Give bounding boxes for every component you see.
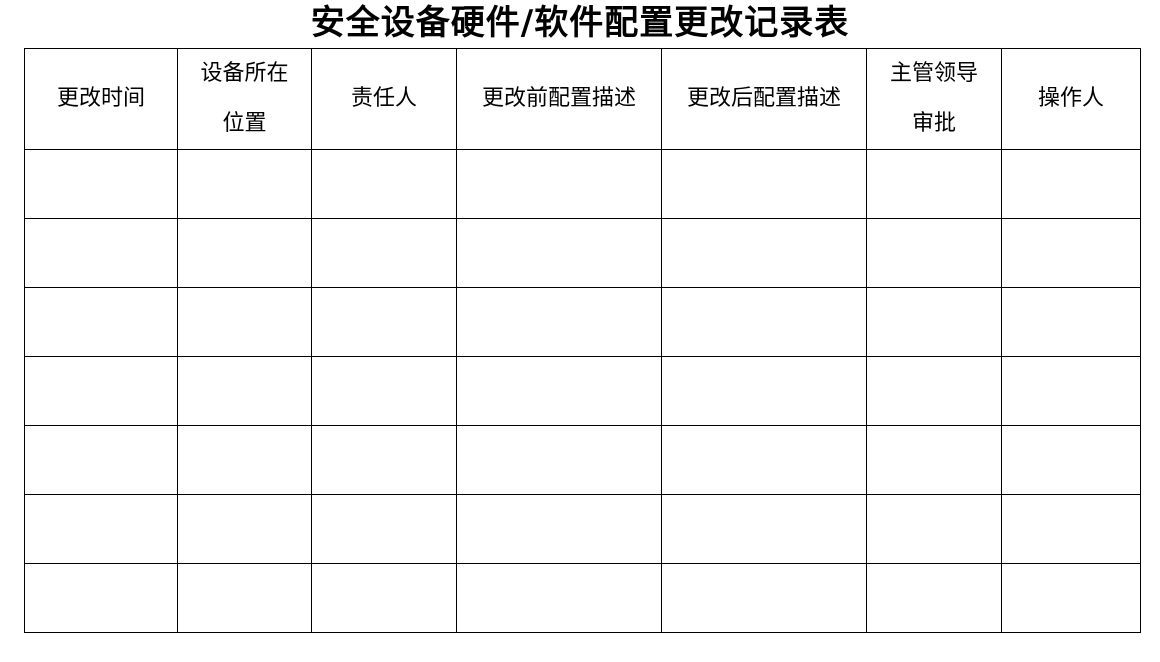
cell-operator[interactable] xyxy=(1001,287,1141,357)
cell-responsible-person[interactable] xyxy=(311,563,457,633)
header-text: 位置 xyxy=(222,111,267,136)
cell-supervisor-approval[interactable] xyxy=(866,425,1002,495)
cell-supervisor-approval[interactable] xyxy=(866,356,1002,426)
header-supervisor-approval: 主管领导 审批 xyxy=(866,48,1002,150)
cell-responsible-person[interactable] xyxy=(311,356,457,426)
cell-device-location[interactable] xyxy=(177,494,312,564)
table-row xyxy=(24,287,1141,357)
table-row xyxy=(24,563,1141,633)
cell-operator[interactable] xyxy=(1001,425,1141,495)
header-text: 操作人 xyxy=(1037,86,1104,111)
header-text: 责任人 xyxy=(350,86,417,111)
cell-config-before[interactable] xyxy=(456,149,662,219)
cell-device-location[interactable] xyxy=(177,563,312,633)
cell-operator[interactable] xyxy=(1001,356,1141,426)
table-row xyxy=(24,218,1141,288)
header-text: 更改后配置描述 xyxy=(686,86,841,111)
header-operator: 操作人 xyxy=(1001,48,1141,150)
table-row xyxy=(24,425,1141,495)
header-row: 更改时间 设备所在 位置 责任人 更改前配置描述 更改后配置描述 主管领导 审批 操作人 xyxy=(24,48,1141,150)
cell-device-location[interactable] xyxy=(177,356,312,426)
cell-supervisor-approval[interactable] xyxy=(866,563,1002,633)
cell-device-location[interactable] xyxy=(177,218,312,288)
cell-responsible-person[interactable] xyxy=(311,149,457,219)
cell-config-before[interactable] xyxy=(456,356,662,426)
header-text: 设备所在 xyxy=(200,61,289,86)
header-responsible-person: 责任人 xyxy=(311,48,457,150)
cell-config-before[interactable] xyxy=(456,425,662,495)
table-row xyxy=(24,356,1141,426)
cell-config-after[interactable] xyxy=(661,494,867,564)
cell-responsible-person[interactable] xyxy=(311,494,457,564)
cell-responsible-person[interactable] xyxy=(311,218,457,288)
cell-device-location[interactable] xyxy=(177,287,312,357)
cell-change-time[interactable] xyxy=(24,563,178,633)
header-device-location: 设备所在 位置 xyxy=(177,48,312,150)
cell-config-before[interactable] xyxy=(456,287,662,357)
cell-operator[interactable] xyxy=(1001,149,1141,219)
cell-config-after[interactable] xyxy=(661,356,867,426)
cell-config-after[interactable] xyxy=(661,287,867,357)
cell-change-time[interactable] xyxy=(24,218,178,288)
cell-config-before[interactable] xyxy=(456,563,662,633)
header-config-before: 更改前配置描述 xyxy=(456,48,662,150)
change-record-table: 更改时间 设备所在 位置 责任人 更改前配置描述 更改后配置描述 主管领导 审批 操作人 xyxy=(24,48,1141,633)
header-text: 更改前配置描述 xyxy=(481,86,636,111)
cell-supervisor-approval[interactable] xyxy=(866,287,1002,357)
cell-change-time[interactable] xyxy=(24,356,178,426)
cell-config-before[interactable] xyxy=(456,218,662,288)
cell-device-location[interactable] xyxy=(177,425,312,495)
header-config-after: 更改后配置描述 xyxy=(661,48,867,150)
cell-change-time[interactable] xyxy=(24,287,178,357)
cell-change-time[interactable] xyxy=(24,425,178,495)
cell-operator[interactable] xyxy=(1001,218,1141,288)
cell-config-after[interactable] xyxy=(661,563,867,633)
cell-config-after[interactable] xyxy=(661,218,867,288)
cell-config-after[interactable] xyxy=(661,425,867,495)
cell-supervisor-approval[interactable] xyxy=(866,494,1002,564)
header-text: 审批 xyxy=(911,111,956,136)
cell-responsible-person[interactable] xyxy=(311,287,457,357)
cell-device-location[interactable] xyxy=(177,149,312,219)
cell-change-time[interactable] xyxy=(24,494,178,564)
cell-config-before[interactable] xyxy=(456,494,662,564)
cell-operator[interactable] xyxy=(1001,563,1141,633)
cell-supervisor-approval[interactable] xyxy=(866,218,1002,288)
table-row xyxy=(24,494,1141,564)
document-title: 安全设备硬件/软件配置更改记录表 xyxy=(310,3,850,43)
header-text: 更改时间 xyxy=(56,86,145,111)
cell-change-time[interactable] xyxy=(24,149,178,219)
cell-config-after[interactable] xyxy=(661,149,867,219)
header-text: 主管领导 xyxy=(889,61,978,86)
cell-supervisor-approval[interactable] xyxy=(866,149,1002,219)
cell-operator[interactable] xyxy=(1001,494,1141,564)
table-row xyxy=(24,149,1141,219)
cell-responsible-person[interactable] xyxy=(311,425,457,495)
header-change-time: 更改时间 xyxy=(24,48,178,150)
